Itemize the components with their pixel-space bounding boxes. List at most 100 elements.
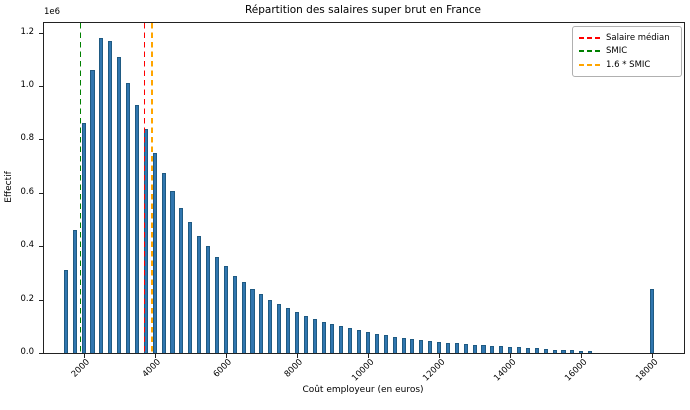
histogram-bar [339, 326, 344, 353]
legend-dash-swatch [579, 63, 600, 66]
histogram-bar [499, 346, 504, 353]
x-tick-mark [154, 354, 156, 358]
vline-smic [80, 23, 82, 353]
legend-entry: SMIC [579, 45, 675, 59]
histogram-bar [259, 294, 264, 353]
x-tick-label: 4000 [140, 357, 164, 380]
y-tick-mark [39, 353, 43, 354]
histogram-bar [161, 172, 166, 353]
x-tick-label: 14000 [492, 357, 519, 384]
histogram-bar [81, 123, 86, 353]
histogram-bar [579, 350, 584, 353]
x-tick-mark [368, 354, 369, 358]
x-tick-label: 6000 [211, 357, 235, 380]
x-tick-mark [83, 354, 85, 358]
y-tick-mark [39, 32, 43, 34]
x-tick-label: 12000 [421, 357, 448, 384]
histogram-bar [321, 321, 326, 353]
histogram-bar [330, 324, 335, 353]
histogram-bar [232, 275, 237, 353]
x-tick-mark [225, 354, 227, 358]
y-tick-mark [39, 86, 43, 87]
histogram-bar [134, 104, 139, 353]
x-tick-labels: 2000 4000 6000 8000 10000 12000 14000 16000 1800… [43, 353, 688, 383]
histogram-bar [561, 349, 566, 353]
y-tick-label: 0.0 [20, 347, 34, 357]
histogram-bar [401, 337, 406, 353]
legend-label: 1.6 * SMIC [606, 59, 651, 70]
histogram-bar [170, 191, 175, 353]
y-tick-label: 0.4 [20, 240, 34, 251]
y-tick-mark [39, 139, 43, 141]
legend: Salaire médian SMIC 1.6 * SMIC [572, 26, 682, 77]
legend-entry: Salaire médian [579, 31, 675, 45]
histogram-bar [517, 347, 522, 353]
histogram-bar [445, 342, 450, 353]
x-tick-label: 10000 [350, 357, 377, 384]
histogram-bar [303, 315, 308, 353]
histogram-bar [525, 347, 530, 353]
histogram-bar [197, 235, 202, 353]
histogram-bar [72, 230, 77, 353]
x-tick-label: 16000 [563, 357, 590, 384]
histogram-bar [454, 343, 459, 353]
y-tick-mark [39, 299, 43, 301]
y-tick-labels: 0.0 0.2 0.4 0.6 0.8 1.0 1.2 [0, 22, 38, 356]
histogram-bar [90, 70, 95, 353]
histogram-bar [214, 256, 219, 353]
y-axis-offset-label: 1e6 [44, 7, 61, 17]
legend-label: SMIC [606, 46, 628, 57]
y-tick-mark [39, 192, 43, 194]
y-tick-label: 1.0 [20, 80, 34, 90]
histogram-bar [419, 339, 424, 353]
histogram-bar [392, 336, 397, 353]
histogram-bar [117, 56, 122, 353]
histogram-bar [179, 207, 184, 353]
histogram-bar [108, 40, 113, 353]
histogram-bar [534, 348, 539, 353]
legend-entry: 1.6 * SMIC [579, 58, 675, 72]
y-tick-label: 0.6 [20, 186, 34, 197]
histogram-bar [552, 349, 557, 353]
y-tick-label: 1.2 [20, 26, 34, 37]
x-tick-mark [581, 354, 583, 358]
x-tick-mark [296, 354, 298, 358]
legend-label: Salaire médian [606, 32, 670, 43]
legend-dash-swatch [579, 50, 600, 53]
histogram-bar [543, 349, 548, 353]
histogram-bar [206, 246, 211, 353]
histogram-bar [437, 341, 442, 353]
y-tick-label: 0.8 [20, 133, 34, 144]
histogram-bar [463, 344, 468, 353]
histogram-bar [152, 152, 157, 353]
histogram-bar [490, 345, 495, 353]
histogram-bar [312, 318, 317, 353]
x-tick-mark [510, 354, 512, 358]
histogram-bar [285, 308, 291, 353]
histogram-bar [383, 335, 388, 353]
x-tick-mark [652, 354, 654, 358]
histogram-bar [650, 288, 655, 353]
histogram-bar [188, 222, 193, 353]
histogram-bar [241, 282, 246, 353]
vline-salaire-median [143, 23, 145, 353]
histogram-bar [357, 330, 362, 353]
histogram-bar [223, 266, 228, 353]
histogram-bar [588, 350, 593, 353]
histogram-bar [570, 350, 575, 353]
histogram-bar [99, 37, 104, 353]
x-tick-label: 8000 [282, 357, 306, 380]
y-tick-mark [39, 246, 43, 248]
histogram-bar [472, 344, 477, 353]
vline-1-6-smic [151, 23, 153, 353]
histogram-bar [126, 83, 131, 353]
histogram-bar [250, 288, 255, 353]
histogram-bar [365, 332, 371, 353]
histogram-bar [410, 338, 415, 353]
histogram-bar [63, 270, 68, 353]
histogram-bar [277, 304, 282, 353]
y-tick-label: 0.2 [20, 293, 34, 304]
histogram-bar [348, 328, 353, 353]
histogram-bar [268, 299, 273, 353]
